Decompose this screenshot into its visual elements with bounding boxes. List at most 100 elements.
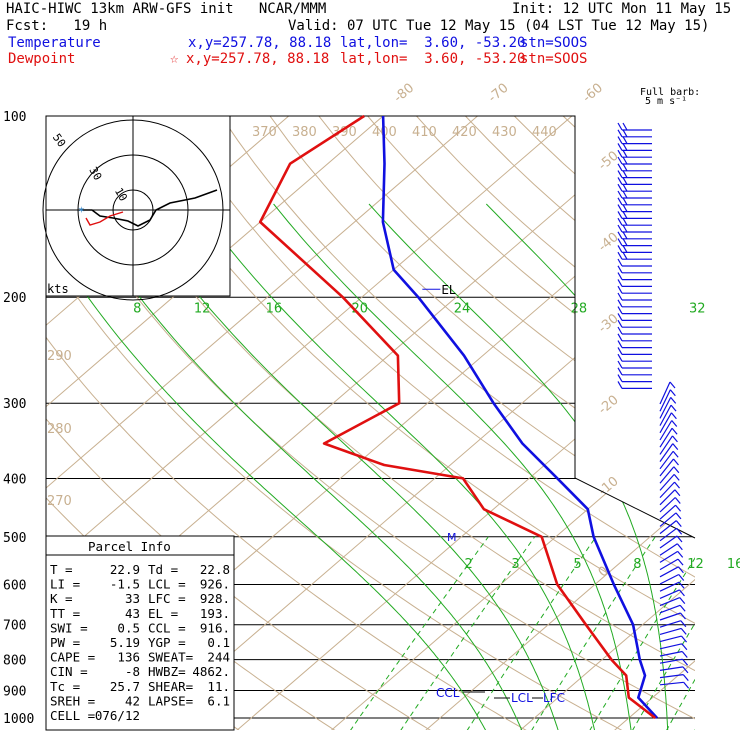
wind-barb bbox=[659, 674, 684, 679]
parcel-info-cell: LCL = bbox=[148, 577, 186, 592]
parcel-info-cell: CELL = bbox=[50, 708, 95, 723]
theta-label: 420 bbox=[452, 125, 477, 140]
parcel-info-cell: Tc = bbox=[50, 679, 80, 694]
temperature-legend-label: Temperature bbox=[8, 35, 101, 51]
pressure-label-1000: 1000 bbox=[3, 712, 34, 727]
barb-legend-line2: 5 m s⁻¹ bbox=[645, 96, 687, 107]
wind-barb bbox=[659, 558, 679, 571]
parcel-info-cell: SWEAT= bbox=[148, 650, 193, 665]
parcel-info-title: Parcel Info bbox=[88, 539, 171, 554]
isotherm bbox=[700, 106, 740, 738]
isotherm bbox=[46, 116, 584, 730]
wind-barb bbox=[659, 443, 674, 462]
moist-adiabat-label: 16 bbox=[266, 301, 283, 316]
parcel-info-cell: 926. bbox=[200, 577, 230, 592]
wind-barb bbox=[659, 504, 677, 520]
wind-barb bbox=[659, 612, 681, 621]
wind-barb bbox=[659, 620, 682, 628]
parcel-info-cell: SWI = bbox=[50, 620, 88, 635]
hodograph-units: kts bbox=[47, 282, 69, 296]
parcel-info-cell: CCL = bbox=[148, 620, 186, 635]
moist-adiabat-label: 20 bbox=[351, 301, 368, 316]
parcel-info-cell: SHEAR= bbox=[148, 679, 193, 694]
wind-barb bbox=[659, 381, 671, 405]
wind-barb bbox=[659, 543, 678, 556]
wind-barb bbox=[659, 427, 673, 448]
header-line2-right: Valid: 07 UTC Tue 12 May 15 (04 LST Tue … bbox=[288, 18, 710, 34]
temperature-profile bbox=[381, 115, 659, 719]
theta-label: 440 bbox=[532, 125, 557, 140]
dry-adiabat bbox=[171, 116, 695, 730]
mixing-ratio-label: 3 bbox=[511, 557, 519, 572]
el-label: EL bbox=[441, 283, 456, 297]
parcel-info-cell: 244 bbox=[207, 650, 230, 665]
hodograph-ring-label: 50 bbox=[50, 131, 68, 149]
wind-barb bbox=[659, 466, 675, 484]
moist-adiabat-label: 32 bbox=[689, 301, 706, 316]
moist-adiabat bbox=[195, 203, 596, 730]
pressure-label-800: 800 bbox=[3, 654, 26, 669]
moist-adiabat bbox=[46, 203, 487, 730]
temperature-stn: stn=SOOS bbox=[520, 35, 588, 51]
dewpoint-profile bbox=[258, 114, 656, 720]
m-label: M bbox=[447, 531, 457, 544]
pressure-label-400: 400 bbox=[3, 472, 26, 487]
parcel-info-cell: HWBZ= bbox=[148, 664, 186, 679]
lfc-label: LFC bbox=[543, 691, 565, 705]
mixing-ratio-label: 8 bbox=[633, 557, 641, 572]
moist-adiabat-label: 28 bbox=[571, 301, 588, 316]
parcel-info-cell: YGP = bbox=[148, 635, 186, 650]
moist-adiabat bbox=[368, 203, 669, 730]
parcel-info-cell: CAPE = bbox=[50, 650, 95, 665]
dry-adiabat bbox=[46, 116, 528, 730]
parcel-info-box: Parcel Info T = 22.9 Td = 22.8 LI = -1.5 LCL =… bbox=[45, 535, 235, 731]
dewpoint-stn: stn=SOOS bbox=[520, 51, 588, 67]
mixing-ratio-line bbox=[399, 536, 536, 730]
theta-label: 380 bbox=[292, 125, 317, 140]
parcel-info-cell: TT = bbox=[50, 606, 80, 621]
isotherm bbox=[510, 116, 695, 730]
parcel-info-cell: PW = bbox=[50, 635, 80, 650]
wind-barb bbox=[659, 404, 672, 426]
pressure-label-100: 100 bbox=[3, 110, 26, 125]
mixing-ratio-line bbox=[530, 536, 656, 730]
parcel-info-cell: 33 bbox=[125, 591, 140, 606]
wind-barb bbox=[659, 489, 676, 506]
parcel-info-cell: CIN = bbox=[50, 664, 88, 679]
wind-barbs: Full barb: 5 m s⁻¹ bbox=[617, 87, 700, 689]
dewpoint-latlon: lat,lon= 3.60, -53.20 bbox=[340, 51, 526, 67]
wind-barb bbox=[659, 420, 673, 441]
wind-barb bbox=[659, 535, 678, 549]
parcel-info-cell: 22.9 bbox=[110, 562, 140, 577]
isotherm bbox=[46, 116, 490, 730]
hodograph-star-icon: ✶ bbox=[78, 203, 85, 216]
isotherm bbox=[416, 116, 695, 730]
isotherm-label: -50 bbox=[596, 148, 622, 173]
parcel-info-cell: Td = bbox=[148, 562, 178, 577]
dewpoint-star-icon: ☆ bbox=[170, 51, 179, 67]
parcel-info-cell: LFC = bbox=[148, 591, 186, 606]
isotherm bbox=[0, 106, 17, 738]
parcel-info-cell: -1.5 bbox=[110, 577, 140, 592]
wind-barb bbox=[659, 435, 673, 455]
wind-barb bbox=[659, 604, 681, 614]
wind-barb bbox=[659, 527, 678, 542]
isotherm-label: -20 bbox=[596, 393, 622, 418]
moist-adiabat bbox=[273, 203, 632, 730]
moist-adiabat-label: 8 bbox=[133, 301, 141, 316]
wind-barb bbox=[659, 650, 683, 657]
wind-barb bbox=[659, 643, 683, 650]
parcel-info-cell: K = bbox=[50, 591, 73, 606]
wind-barb bbox=[659, 512, 677, 527]
pressure-label-300: 300 bbox=[3, 397, 26, 412]
pressure-label-600: 600 bbox=[3, 578, 26, 593]
parcel-info-cell: 6.1 bbox=[207, 693, 230, 708]
wind-barb bbox=[659, 635, 682, 643]
pressure-label-900: 900 bbox=[3, 684, 26, 699]
parcel-info-cell: 25.7 bbox=[110, 679, 140, 694]
parcel-info-cell: 0.1 bbox=[207, 635, 230, 650]
pressure-label-500: 500 bbox=[3, 531, 26, 546]
wind-barb bbox=[659, 520, 677, 535]
parcel-info-cell: T = bbox=[50, 562, 73, 577]
dewpoint-legend-label: Dewpoint bbox=[8, 51, 76, 67]
